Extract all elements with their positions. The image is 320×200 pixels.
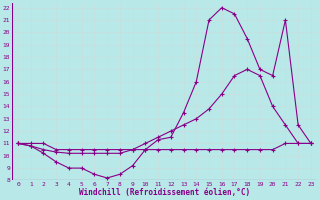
X-axis label: Windchill (Refroidissement éolien,°C): Windchill (Refroidissement éolien,°C) xyxy=(79,188,250,197)
